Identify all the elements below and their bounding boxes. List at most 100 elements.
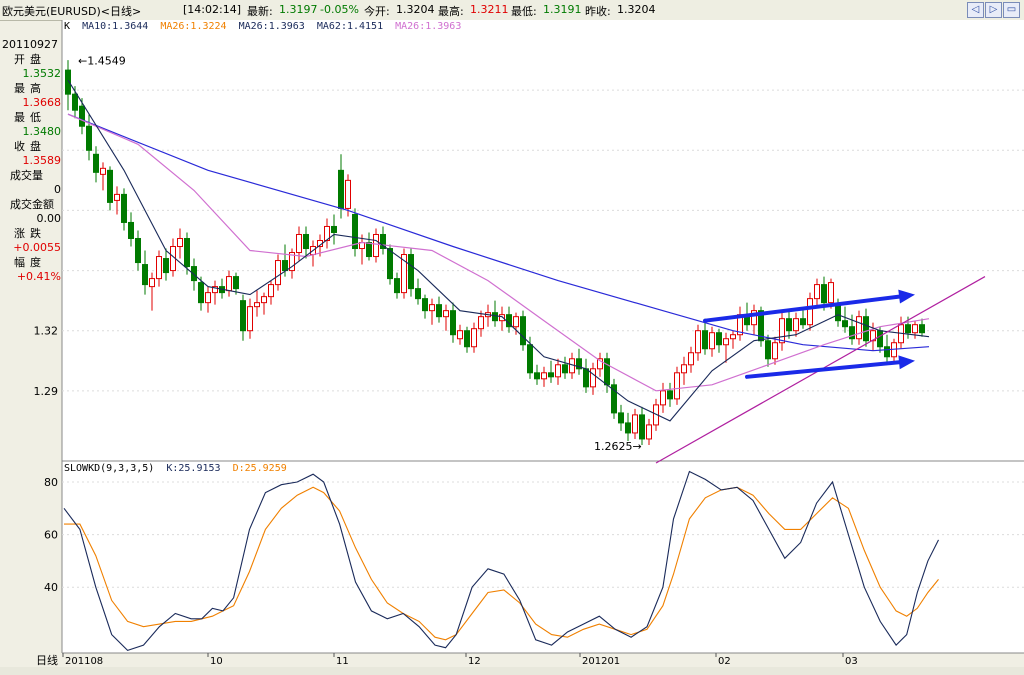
trend-overlays [655, 276, 986, 464]
candle-body [72, 93, 78, 111]
candle-body [583, 368, 589, 388]
candle-body [527, 344, 533, 374]
candle-body [86, 125, 92, 151]
candle-body [541, 372, 547, 380]
candle-body [695, 330, 701, 354]
high-price: 1.3211 [470, 3, 509, 16]
latest-price: 1.3197 [279, 3, 318, 16]
candle-body [863, 316, 869, 342]
candle-body [765, 340, 771, 360]
arrow-right-icon[interactable]: ▷ [985, 2, 1002, 18]
legend-ma26-blue: MA26:1.3963 [238, 21, 305, 32]
candles [65, 60, 925, 445]
candle-body [149, 278, 155, 288]
candle-body [191, 266, 197, 282]
info-range-label: 幅度 [14, 255, 46, 269]
candle-body [296, 233, 302, 254]
candle-body [261, 296, 267, 304]
candle-body [121, 193, 127, 223]
prev-close-label: 昨收: [585, 5, 611, 18]
candle-body [674, 372, 680, 400]
change-percent: -0.05% [320, 3, 359, 16]
channel-arrow-shaft [745, 360, 902, 379]
bar-info-panel: 20110927 开盘 1.3532 最高 1.3668 最低 1.3480 收… [0, 38, 62, 285]
candle-body [751, 310, 757, 326]
arrow-left-icon[interactable]: ◁ [967, 2, 984, 18]
x-tick-label: 11 [336, 656, 349, 667]
ma26-line [67, 113, 930, 392]
candle-body [233, 276, 239, 290]
candle-body [842, 320, 848, 328]
info-low-label: 最低 [14, 110, 46, 124]
candle-body [93, 153, 99, 173]
info-amount: 0.00 [36, 212, 62, 225]
y-tick-label: 1.29 [34, 385, 59, 398]
info-high-label: 最高 [14, 81, 46, 95]
candle-body [387, 248, 393, 280]
candle-body [457, 330, 463, 340]
candle-body [380, 233, 386, 250]
info-close: 1.3589 [22, 154, 62, 167]
candle-body [709, 332, 715, 350]
kd-legend-name: SLOWKD(9,3,3,5) [64, 463, 155, 474]
candle-body [429, 304, 435, 312]
candle-body [275, 260, 281, 286]
candle-body [814, 284, 820, 300]
channel-arrow-head [898, 355, 915, 370]
candle-body [366, 242, 372, 258]
info-amount-label: 成交金额 [10, 197, 54, 211]
candle-body [156, 256, 162, 280]
x-tick-label: 02 [718, 656, 731, 667]
status-bar [0, 667, 1024, 675]
candle-body [905, 324, 911, 334]
candle-body [821, 284, 827, 304]
candle-body [877, 330, 883, 348]
candle-body [618, 412, 624, 424]
candle-body [660, 390, 666, 406]
candle-body [604, 358, 610, 386]
candle-body [205, 292, 211, 304]
info-volume-label: 成交量 [10, 168, 43, 182]
channel-arrow-head [898, 289, 915, 304]
candle-body [65, 69, 71, 95]
candle-body [919, 324, 925, 334]
quote-time: [14:02:14] [183, 3, 241, 16]
x-tick-label: 03 [845, 656, 858, 667]
candle-body [492, 312, 498, 322]
candle-body [849, 326, 855, 340]
legend-k: K [64, 21, 71, 32]
candle-body [478, 316, 484, 330]
main-plot-area [62, 20, 1024, 461]
candle-body [534, 372, 540, 380]
candle-body [681, 364, 687, 374]
candle-body [184, 237, 190, 268]
candle-body [282, 260, 288, 272]
candle-body [884, 346, 890, 358]
candle-body [464, 330, 470, 348]
high-annotation: ←1.4549 [78, 54, 126, 67]
candle-body [443, 310, 449, 318]
candle-body [240, 300, 246, 332]
kd-y-tick-label: 80 [44, 476, 58, 489]
candle-body [513, 316, 519, 328]
minimize-icon[interactable]: ▭ [1003, 2, 1020, 18]
moving-averages [67, 79, 930, 422]
candle-body [576, 358, 582, 370]
kd-legend-k: K:25.9153 [166, 463, 221, 474]
candle-body [352, 213, 358, 250]
candle-body [401, 254, 407, 294]
info-open-label: 开盘 [14, 52, 46, 66]
kd-grid [62, 481, 1024, 588]
candle-body [835, 304, 841, 322]
info-close-label: 收盘 [14, 139, 46, 153]
annotations: ←1.4549 1.2625→ [78, 54, 642, 453]
y-tick-label: 1.32 [34, 325, 59, 338]
x-tick-label: 10 [210, 656, 223, 667]
candle-body [562, 364, 568, 374]
info-change-label: 涨跌 [14, 226, 46, 240]
candle-body [800, 318, 806, 326]
channel-arrow-shaft [703, 294, 902, 323]
candle-body [212, 286, 218, 294]
legend-ma62: MA62:1.4151 [316, 21, 384, 32]
